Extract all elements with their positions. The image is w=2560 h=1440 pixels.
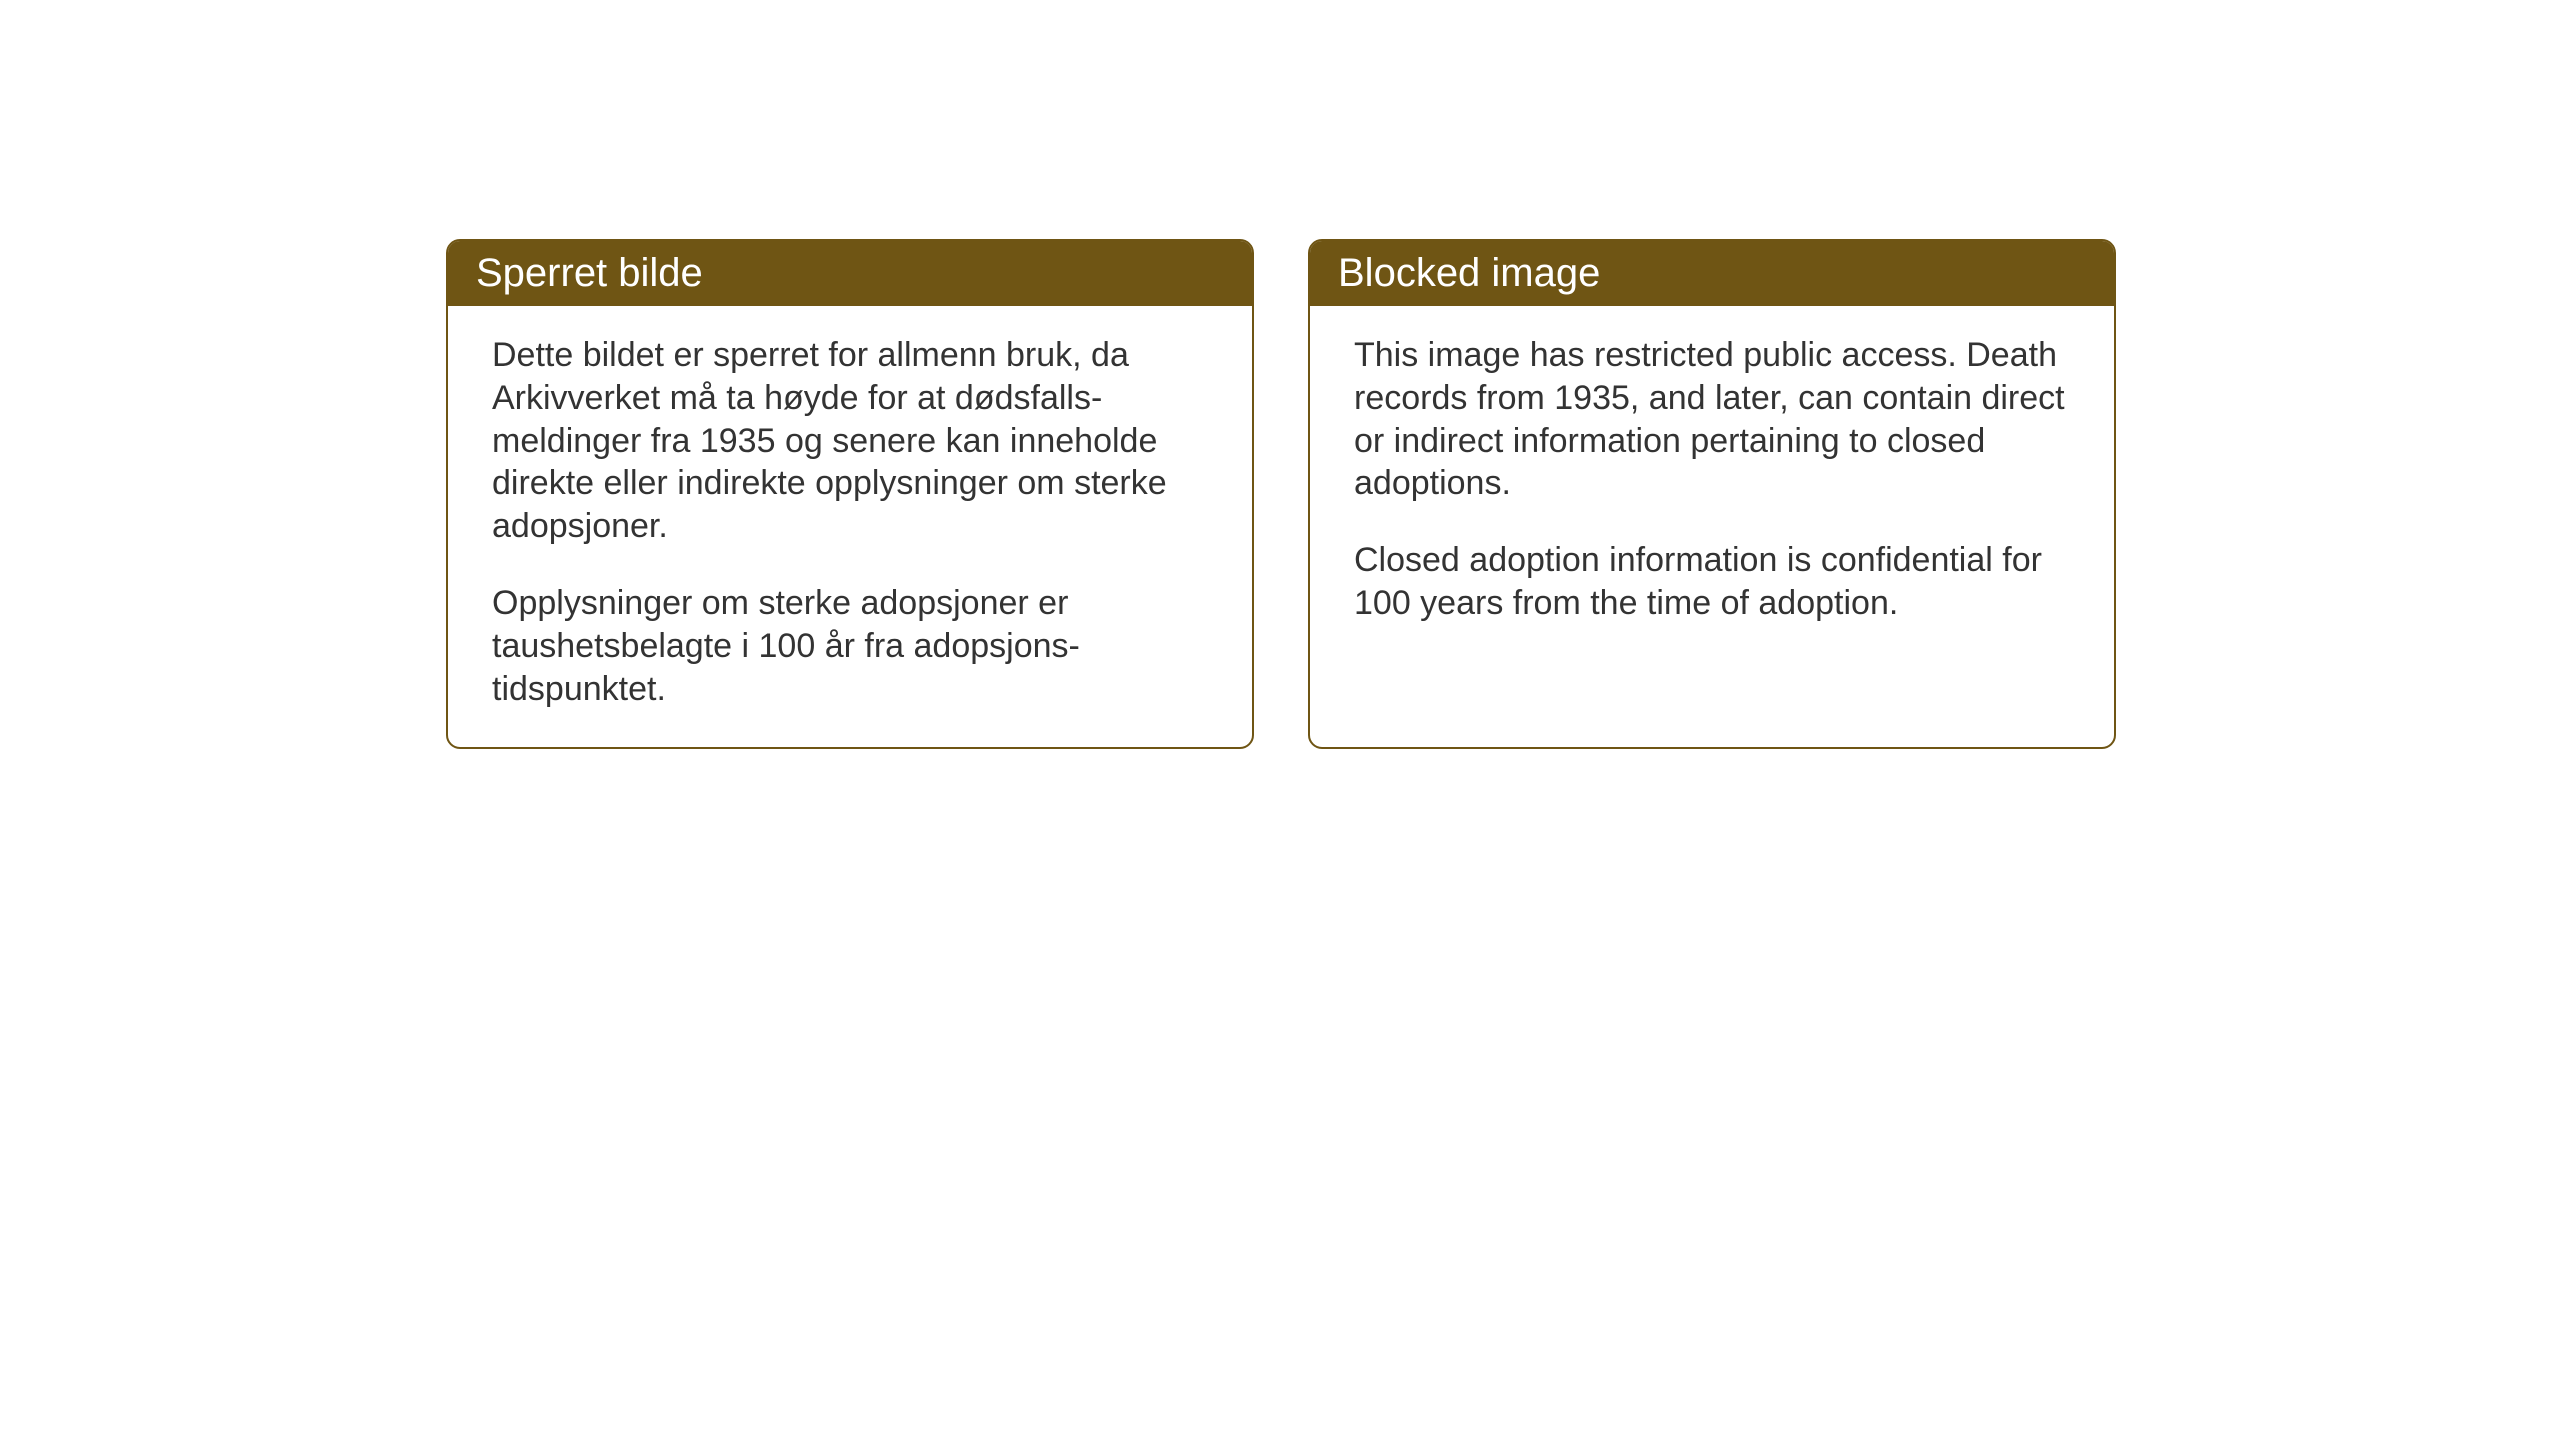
english-notice-title: Blocked image (1310, 241, 2114, 306)
english-notice-card: Blocked image This image has restricted … (1308, 239, 2116, 749)
english-paragraph-1: This image has restricted public access.… (1354, 334, 2070, 505)
norwegian-paragraph-1: Dette bildet er sperret for allmenn bruk… (492, 334, 1208, 548)
english-notice-body: This image has restricted public access.… (1310, 306, 2114, 665)
norwegian-notice-title: Sperret bilde (448, 241, 1252, 306)
norwegian-notice-body: Dette bildet er sperret for allmenn bruk… (448, 306, 1252, 749)
english-paragraph-2: Closed adoption information is confident… (1354, 539, 2070, 625)
norwegian-notice-card: Sperret bilde Dette bildet er sperret fo… (446, 239, 1254, 749)
norwegian-paragraph-2: Opplysninger om sterke adopsjoner er tau… (492, 582, 1208, 710)
notice-container: Sperret bilde Dette bildet er sperret fo… (446, 239, 2116, 749)
